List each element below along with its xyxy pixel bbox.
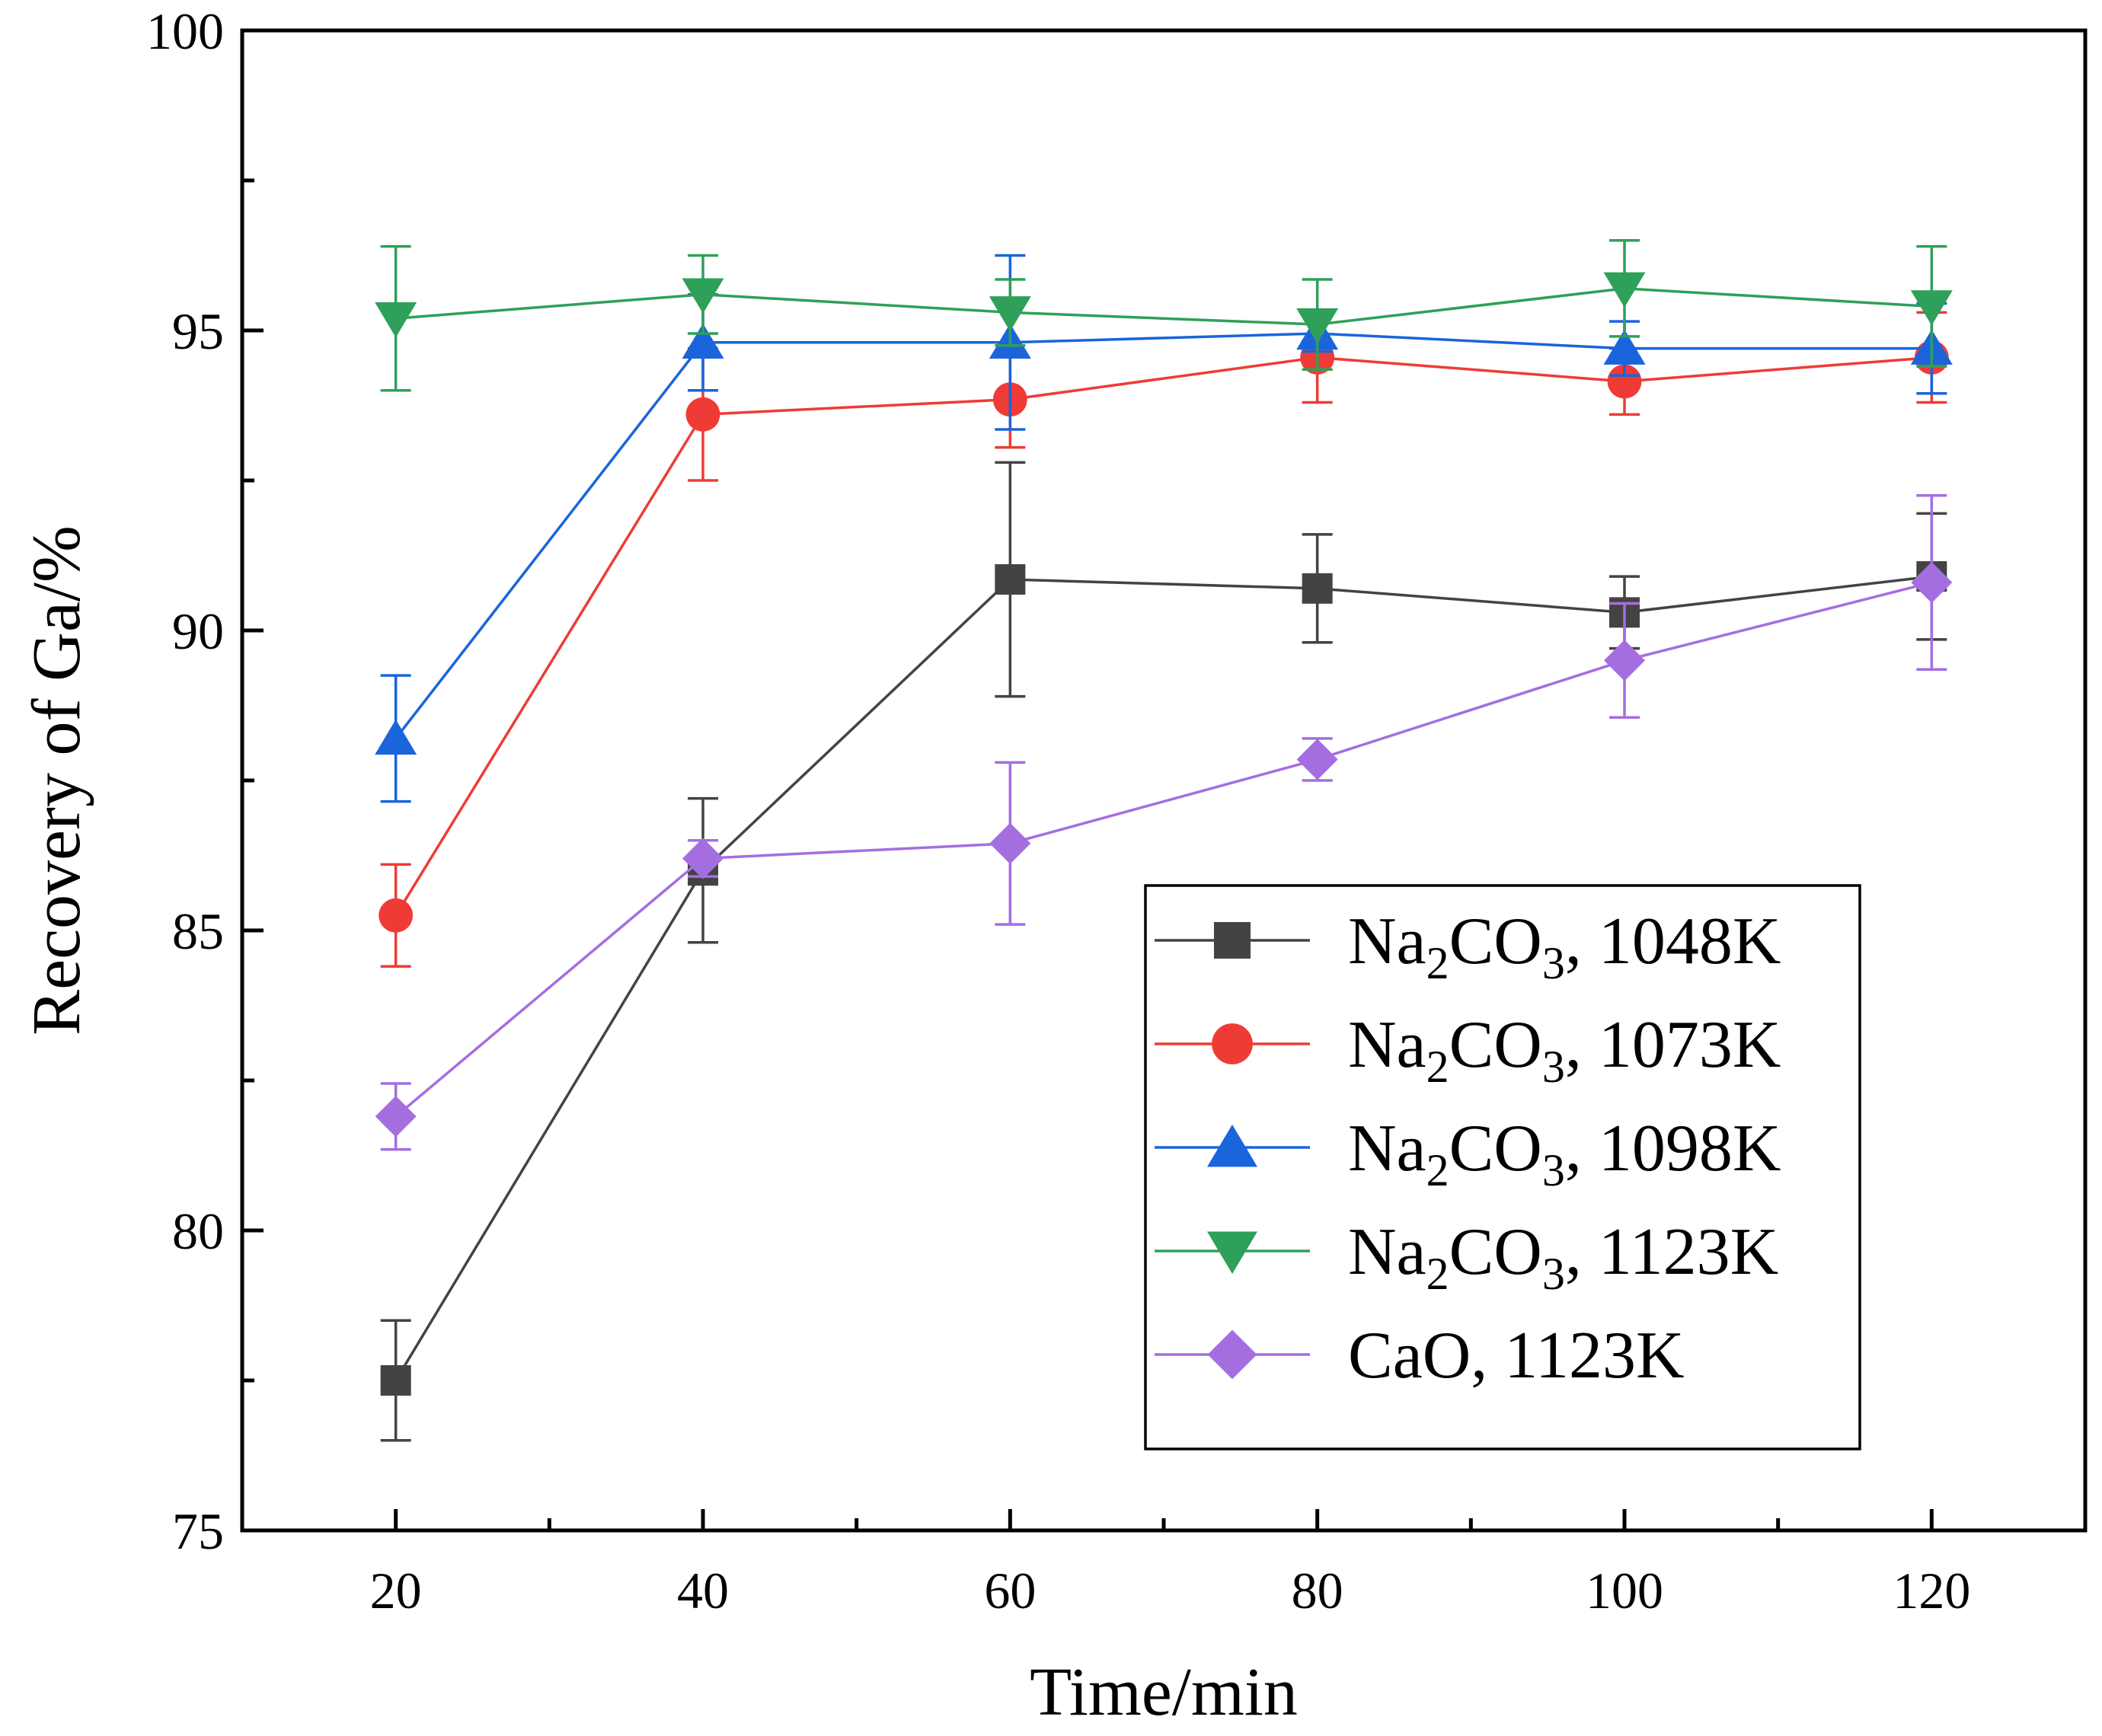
legend: Na2CO3, 1048K Na2CO3, 1073K Na2CO3, 1098K N… xyxy=(1144,884,1861,1450)
x-tick-label: 40 xyxy=(677,1562,729,1620)
legend-label: Na2CO3, 1048K xyxy=(1348,905,1781,988)
legend-label: CaO, 1123K xyxy=(1348,1319,1685,1393)
y-tick-label: 85 xyxy=(172,902,224,960)
x-tick-label: 80 xyxy=(1292,1562,1343,1620)
x-tick-label: 120 xyxy=(1893,1562,1970,1620)
data-point xyxy=(1603,329,1646,365)
series-4 xyxy=(375,239,1953,392)
data-point xyxy=(1911,561,1953,603)
legend-label: Na2CO3, 1123K xyxy=(1348,1215,1778,1299)
data-point xyxy=(682,323,724,359)
data-point xyxy=(995,564,1026,595)
y-axis-title: Recovery of Ga/% xyxy=(19,525,94,1036)
legend-marker xyxy=(1214,922,1251,959)
data-point xyxy=(1603,272,1646,308)
series-line xyxy=(395,581,1932,1118)
legend-item: Na2CO3, 1073K xyxy=(1155,1008,1781,1092)
data-point xyxy=(989,822,1031,864)
x-tick-label: 60 xyxy=(984,1562,1036,1620)
data-point xyxy=(682,838,724,879)
legend-item: Na2CO3, 1048K xyxy=(1155,905,1781,988)
legend-marker xyxy=(1212,1023,1253,1064)
data-point xyxy=(375,1096,417,1138)
data-point xyxy=(375,719,417,755)
data-point xyxy=(682,278,724,314)
data-point xyxy=(1296,308,1339,344)
y-tick-label: 100 xyxy=(146,2,224,60)
series-2 xyxy=(379,311,1949,969)
legend-marker xyxy=(1207,1125,1257,1167)
series-5 xyxy=(375,493,1953,1151)
y-tick-label: 90 xyxy=(172,602,224,660)
series-line xyxy=(395,332,1932,739)
series-line xyxy=(395,575,1932,1381)
series-layer xyxy=(375,239,1953,1442)
y-tick-label: 95 xyxy=(172,302,224,360)
data-point xyxy=(685,397,720,432)
legend-marker xyxy=(1207,1329,1257,1380)
legend-item: CaO, 1123K xyxy=(1155,1319,1685,1393)
data-point xyxy=(989,296,1031,332)
axis-ticks: 20 40 60 80 100 120 75 80 85 90 95 100 xyxy=(146,2,1970,1620)
y-tick-label: 75 xyxy=(172,1502,224,1560)
x-axis-title: Time/min xyxy=(1030,1655,1298,1730)
series-line xyxy=(395,287,1932,326)
data-point xyxy=(379,898,414,933)
y-tick-label: 80 xyxy=(172,1202,224,1260)
legend-label: Na2CO3, 1098K xyxy=(1348,1112,1781,1195)
x-tick-label: 20 xyxy=(370,1562,422,1620)
data-point xyxy=(375,302,417,338)
data-point xyxy=(1302,573,1333,604)
legend-marker xyxy=(1207,1231,1257,1274)
data-point xyxy=(380,1365,411,1396)
legend-label: Na2CO3, 1073K xyxy=(1348,1008,1781,1092)
data-point xyxy=(1604,640,1645,681)
legend-item: Na2CO3, 1098K xyxy=(1155,1112,1781,1195)
data-point xyxy=(1607,364,1642,399)
data-point xyxy=(1910,290,1953,326)
series-3 xyxy=(375,254,1953,803)
series-line xyxy=(395,356,1932,917)
data-point xyxy=(1296,739,1338,780)
legend-item: Na2CO3, 1123K xyxy=(1155,1215,1778,1299)
x-tick-label: 100 xyxy=(1586,1562,1663,1620)
